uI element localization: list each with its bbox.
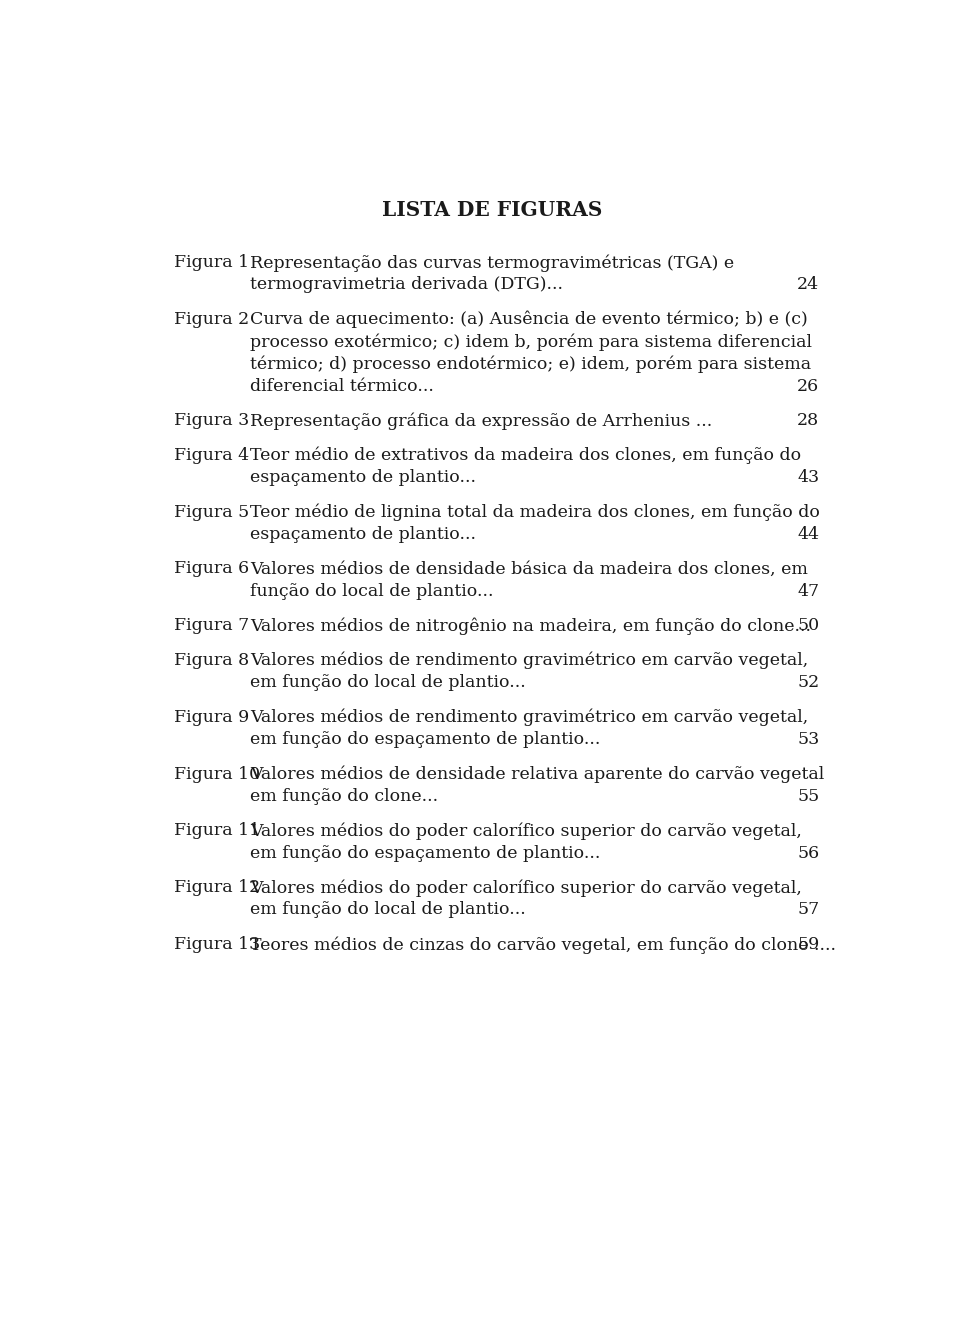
Text: 43: 43 <box>797 468 819 486</box>
Text: em função do espaçamento de plantio...: em função do espaçamento de plantio... <box>251 731 601 747</box>
Text: Figura 3: Figura 3 <box>174 412 249 429</box>
Text: em função do espaçamento de plantio...: em função do espaçamento de plantio... <box>251 844 601 862</box>
Text: 56: 56 <box>797 844 819 862</box>
Text: Figura 10: Figura 10 <box>174 765 260 782</box>
Text: Representação gráfica da expressão de Arrhenius ...: Representação gráfica da expressão de Ar… <box>251 412 712 429</box>
Text: processo exotérmico; c) idem b, porém para sistema diferencial: processo exotérmico; c) idem b, porém pa… <box>251 333 812 350</box>
Text: 52: 52 <box>797 674 819 691</box>
Text: Valores médios do poder calorífico superior do carvão vegetal,: Valores médios do poder calorífico super… <box>251 879 802 896</box>
Text: Figura 8: Figura 8 <box>174 652 249 668</box>
Text: Figura 5: Figura 5 <box>174 503 249 521</box>
Text: espaçamento de plantio...: espaçamento de plantio... <box>251 468 476 486</box>
Text: LISTA DE FIGURAS: LISTA DE FIGURAS <box>382 200 602 220</box>
Text: em função do local de plantio...: em função do local de plantio... <box>251 674 526 691</box>
Text: 26: 26 <box>797 377 819 395</box>
Text: Figura 12: Figura 12 <box>174 879 260 896</box>
Text: termogravimetria derivada (DTG)...: termogravimetria derivada (DTG)... <box>251 276 564 294</box>
Text: Curva de aquecimento: (a) Ausência de evento térmico; b) e (c): Curva de aquecimento: (a) Ausência de ev… <box>251 311 808 329</box>
Text: Figura 11: Figura 11 <box>174 823 260 839</box>
Text: Figura 6: Figura 6 <box>174 561 249 577</box>
Text: espaçamento de plantio...: espaçamento de plantio... <box>251 526 476 542</box>
Text: Valores médios de rendimento gravimétrico em carvão vegetal,: Valores médios de rendimento gravimétric… <box>251 652 808 670</box>
Text: Valores médios de densidade relativa aparente do carvão vegetal: Valores médios de densidade relativa apa… <box>251 765 825 782</box>
Text: função do local de plantio...: função do local de plantio... <box>251 582 493 600</box>
Text: Teores médios de cinzas do carvão vegetal, em função do clone ....: Teores médios de cinzas do carvão vegeta… <box>251 935 836 954</box>
Text: 28: 28 <box>797 412 819 429</box>
Text: 47: 47 <box>797 582 819 600</box>
Text: térmico; d) processo endotérmico; e) idem, porém para sistema: térmico; d) processo endotérmico; e) ide… <box>251 356 811 373</box>
Text: 53: 53 <box>797 731 819 747</box>
Text: 44: 44 <box>798 526 819 542</box>
Text: Teor médio de extrativos da madeira dos clones, em função do: Teor médio de extrativos da madeira dos … <box>251 447 802 464</box>
Text: Valores médios de densidade básica da madeira dos clones, em: Valores médios de densidade básica da ma… <box>251 561 808 577</box>
Text: 24: 24 <box>797 276 819 294</box>
Text: 50: 50 <box>797 617 819 635</box>
Text: Valores médios de rendimento gravimétrico em carvão vegetal,: Valores médios de rendimento gravimétric… <box>251 709 808 726</box>
Text: Teor médio de lignina total da madeira dos clones, em função do: Teor médio de lignina total da madeira d… <box>251 503 820 521</box>
Text: Figura 7: Figura 7 <box>174 617 249 635</box>
Text: Valores médios do poder calorífico superior do carvão vegetal,: Valores médios do poder calorífico super… <box>251 823 802 840</box>
Text: Figura 1: Figura 1 <box>174 254 249 271</box>
Text: Representação das curvas termogravimétricas (TGA) e: Representação das curvas termogravimétri… <box>251 254 734 271</box>
Text: 59: 59 <box>797 935 819 953</box>
Text: Figura 2: Figura 2 <box>174 311 249 327</box>
Text: Figura 4: Figura 4 <box>174 447 249 464</box>
Text: Figura 9: Figura 9 <box>174 709 249 726</box>
Text: 55: 55 <box>797 788 819 805</box>
Text: diferencial térmico...: diferencial térmico... <box>251 377 434 395</box>
Text: Figura 13: Figura 13 <box>174 935 260 953</box>
Text: Valores médios de nitrogênio na madeira, em função do clone...: Valores médios de nitrogênio na madeira,… <box>251 617 811 635</box>
Text: em função do clone...: em função do clone... <box>251 788 439 805</box>
Text: 57: 57 <box>797 902 819 918</box>
Text: em função do local de plantio...: em função do local de plantio... <box>251 902 526 918</box>
